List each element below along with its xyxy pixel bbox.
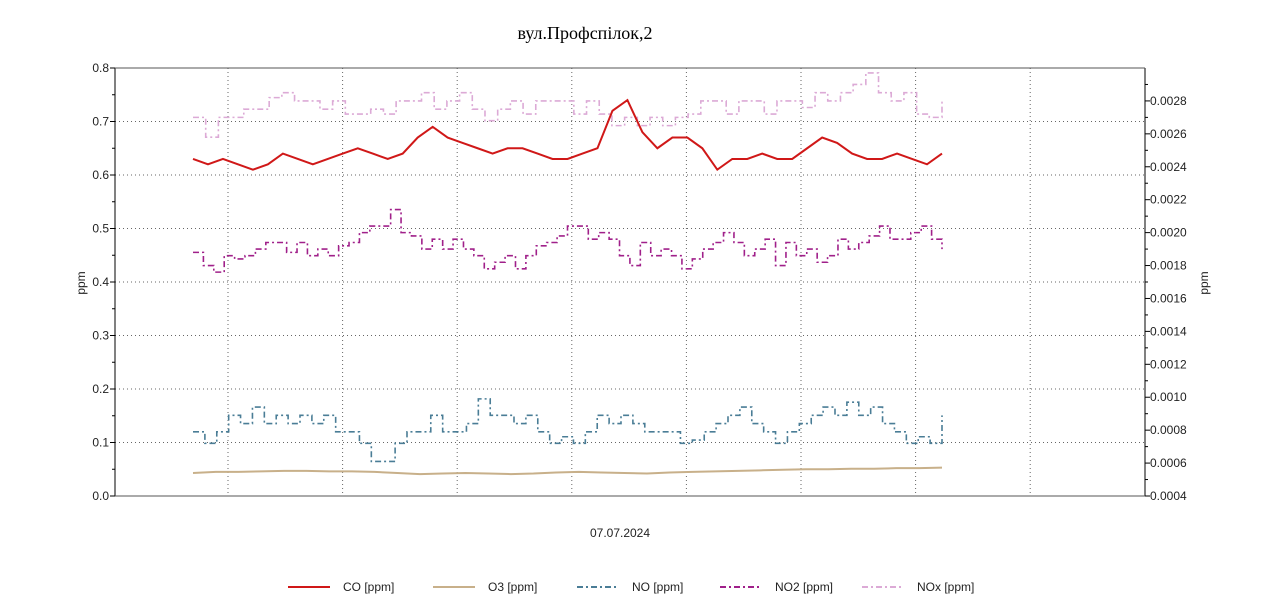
legend-label: NOx [ppm]	[917, 580, 974, 594]
legend-label: NO2 [ppm]	[775, 580, 833, 594]
series-line-nox	[193, 72, 943, 138]
y-right-tick-label: 0.0018	[1150, 259, 1187, 273]
y-right-tick-label: 0.0028	[1150, 94, 1187, 108]
y-left-tick-label: 0.2	[92, 382, 109, 396]
series-group	[192, 72, 943, 476]
y-right-tick-label: 0.0012	[1150, 357, 1187, 371]
series-line-no	[193, 398, 943, 463]
legend-label: CO [ppm]	[343, 580, 394, 594]
y-right-tick-label: 0.0010	[1150, 390, 1187, 404]
y-right-tick-label: 0.0022	[1150, 193, 1187, 207]
y-right-tick-label: 0.0024	[1150, 160, 1187, 174]
y-axis-right-label: ppm	[1197, 271, 1211, 294]
y-left-tick-label: 0.5	[92, 222, 109, 236]
series-line-o3	[192, 466, 943, 476]
legend: CO [ppm] O3 [ppm] NO [ppm] NO2 [ppm] NOx [pp…	[288, 580, 974, 594]
y-right-tick-label: 0.0004	[1150, 489, 1187, 503]
y-right-tick-label: 0.0014	[1150, 324, 1187, 338]
y-left-tick-label: 0.6	[92, 168, 109, 182]
chart-title: вул.Профспілок,2	[517, 23, 652, 43]
series-line-no2	[193, 208, 943, 273]
grid	[115, 68, 1145, 496]
legend-label: NO [ppm]	[632, 580, 683, 594]
y-right-tick-label: 0.0026	[1150, 127, 1187, 141]
y-left-tick-label: 0.1	[92, 436, 109, 450]
y-left-tick-label: 0.7	[92, 115, 109, 129]
y-left-tick-label: 0.0	[92, 489, 109, 503]
y-left-tick-label: 0.8	[92, 61, 109, 75]
y-right-tick-label: 0.0006	[1150, 456, 1187, 470]
series-line-co	[192, 98, 943, 172]
y-left-tick-label: 0.3	[92, 329, 109, 343]
y-left-tick-label: 0.4	[92, 275, 109, 289]
y-right-tick-label: 0.0020	[1150, 226, 1187, 240]
x-axis-label: 07.07.2024	[590, 526, 650, 540]
axes: 0.0 0.1 0.2 0.3 0.4 0.5 0.6 0.7 0.8 0.0004 0.0006 0…	[92, 61, 1187, 503]
y-axis-left-label: ppm	[74, 271, 88, 294]
y-right-tick-label: 0.0016	[1150, 291, 1187, 305]
legend-label: O3 [ppm]	[488, 580, 537, 594]
y-right-tick-label: 0.0008	[1150, 423, 1187, 437]
